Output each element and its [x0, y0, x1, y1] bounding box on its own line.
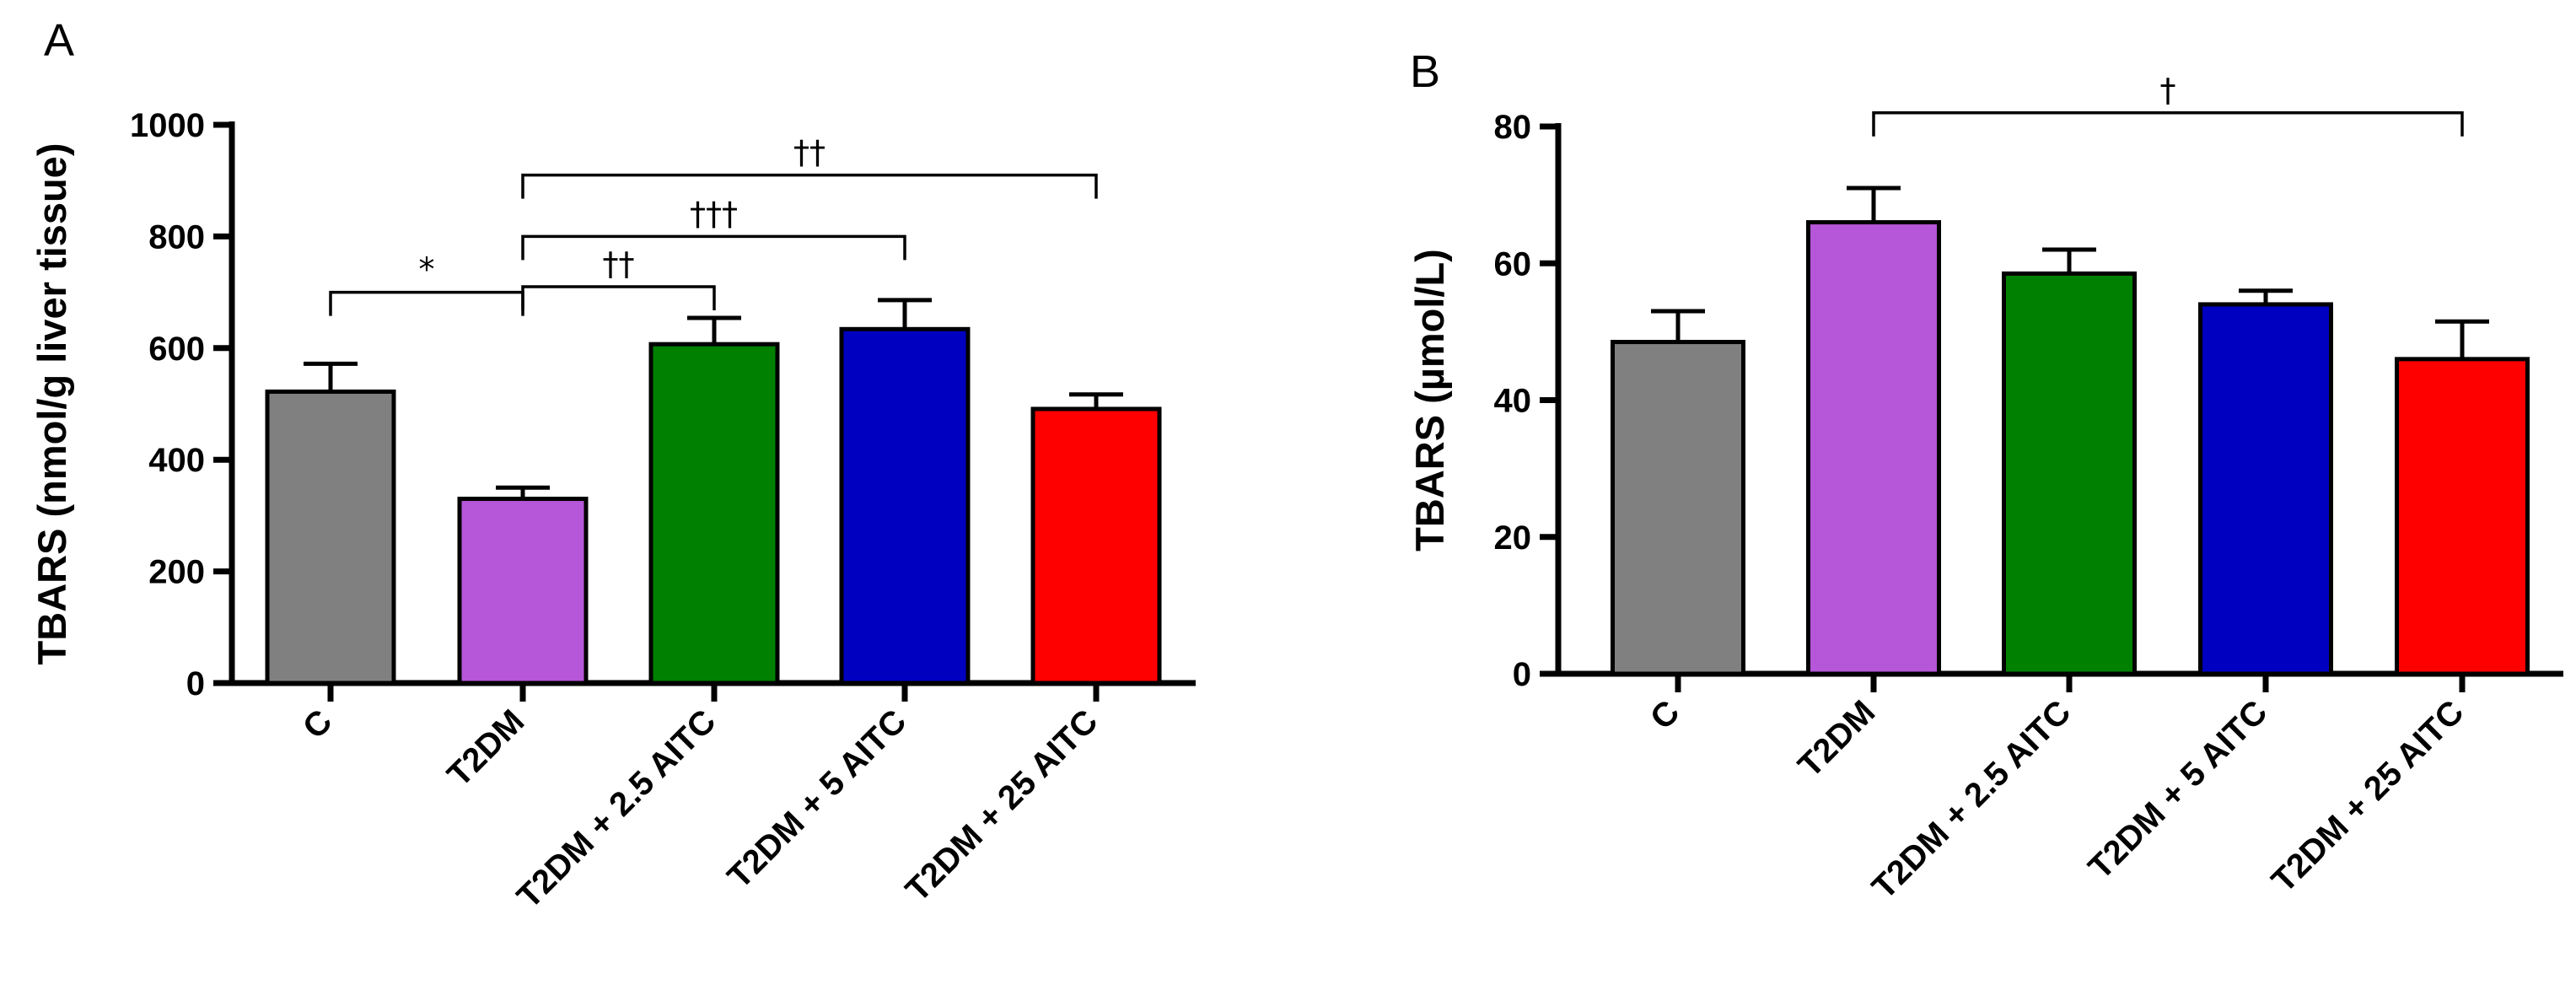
bar [839, 326, 971, 686]
bar [648, 342, 780, 686]
significance-bracket [521, 285, 716, 310]
y-tick-label: 40 [1494, 383, 1532, 420]
bar [2198, 302, 2333, 676]
x-category-label: C [1643, 693, 1687, 737]
y-tick-label: 20 [1494, 519, 1532, 557]
y-tick-label: 0 [1513, 656, 1531, 693]
y-tick-label: 800 [148, 218, 205, 256]
y-tick-label: 0 [186, 665, 205, 702]
x-category-label: T2DM [440, 702, 531, 794]
y-tick-label: 60 [1494, 245, 1532, 282]
significance-mark: * [419, 251, 435, 288]
y-tick-label: 80 [1494, 109, 1532, 146]
x-category-label: T2DM + 5 AITC [2081, 693, 2274, 886]
significance-bracket [521, 234, 906, 261]
x-category-label: T2DM + 2.5 AITC [1865, 693, 2078, 906]
x-category-label: T2DM + 2.5 AITC [510, 702, 723, 915]
panel-label: B [1410, 46, 1440, 97]
y-axis-title: TBARS (nmol/g liver tissue) [30, 143, 74, 665]
y-tick-label: 400 [148, 442, 205, 479]
y-tick-label: 600 [148, 331, 205, 368]
significance-bracket [329, 290, 524, 316]
bar [457, 497, 589, 686]
panel-a: A TBARS (nmol/g liver tissue) 0 200 400 600 80… [30, 15, 1196, 916]
bar [265, 389, 396, 686]
x-category-label: T2DM + 25 AITC [899, 702, 1105, 909]
panel-label: A [44, 15, 74, 66]
bar [2002, 271, 2137, 676]
significance-bracket [521, 173, 1098, 199]
y-axis-title: TBARS (µmol/L) [1407, 249, 1452, 551]
x-category-label: T2DM + 5 AITC [720, 702, 913, 896]
bar [1611, 340, 1745, 676]
bar [1806, 220, 1941, 676]
significance-bracket [1872, 111, 2464, 137]
x-category-label: C [296, 702, 340, 746]
significance-mark: ††† [690, 195, 738, 232]
bar [1030, 406, 1162, 686]
significance-mark: †† [793, 134, 826, 171]
y-tick-label: 200 [148, 554, 205, 591]
significance-mark: †† [603, 245, 635, 282]
x-category-label: T2DM [1791, 693, 1882, 784]
x-category-label: T2DM + 25 AITC [2265, 693, 2471, 900]
bar [2395, 357, 2530, 676]
significance-mark: † [2160, 72, 2176, 109]
y-tick-label: 1000 [130, 107, 205, 144]
